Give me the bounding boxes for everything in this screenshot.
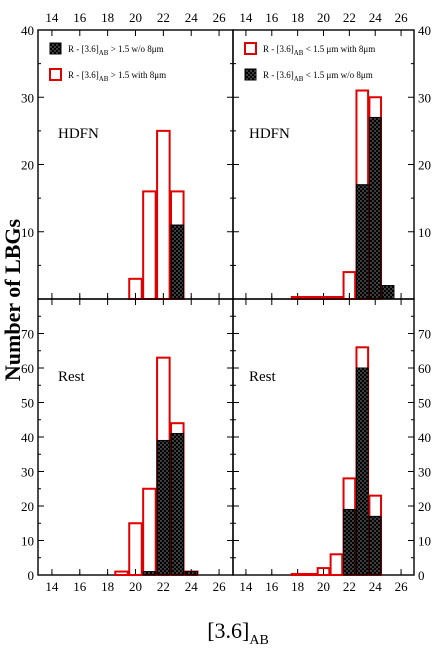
- y-tick-label: 30: [418, 465, 431, 480]
- bar-with-8um: [329, 553, 344, 576]
- x-tick-label: 20: [317, 579, 330, 594]
- y-tick-label: 50: [21, 396, 34, 411]
- bar-with-8um: [303, 572, 318, 577]
- x-tick-label: 20: [129, 10, 142, 25]
- x-axis-label: [3.6]AB: [207, 618, 269, 648]
- x-tick-label: 16: [265, 579, 279, 594]
- bar-with-8um: [142, 190, 157, 300]
- bar-without-8um: [343, 508, 356, 576]
- bar-with-8um: [156, 129, 171, 300]
- y-tick-label: 10: [21, 225, 34, 240]
- panel-top-right: 14 16 18 20 22 24 26 10 20 30 40 HDFN R - [3.6]AB < …: [232, 10, 431, 301]
- legend-swatch-without-8um: [244, 68, 257, 81]
- y-tick-label: 20: [418, 499, 431, 514]
- x-axis-label-subscript: AB: [249, 633, 268, 648]
- field-label: HDFN: [58, 126, 99, 142]
- y-tick-label: 50: [418, 396, 431, 411]
- y-tick-label: 0: [28, 568, 35, 583]
- panel-bottom-left: 14 16 18 20 22 24 26 0 10 20 30 40 50 60 70 Rest: [21, 298, 234, 594]
- y-tick-label: 60: [21, 361, 34, 376]
- y-tick-label: 40: [21, 23, 34, 38]
- bar-without-8um: [355, 184, 369, 300]
- field-label: Rest: [58, 369, 86, 385]
- field-label: Rest: [249, 369, 277, 385]
- y-tick-label: 10: [418, 225, 431, 240]
- x-tick-label: 18: [291, 10, 304, 25]
- x-tick-label: 22: [343, 10, 356, 25]
- bar-without-8um: [368, 116, 382, 300]
- y-tick-label: 70: [21, 327, 34, 342]
- legend-entry: R - [3.6]AB < 1.5 μm w/o 8μm: [263, 70, 373, 83]
- y-tick-label: 40: [418, 430, 431, 445]
- y-tick-label: 60: [418, 361, 431, 376]
- x-tick-label: 18: [101, 10, 114, 25]
- x-axis-label-main: [3.6]: [207, 618, 249, 643]
- y-tick-label: 70: [418, 327, 431, 342]
- x-tick-label: 14: [239, 579, 253, 594]
- bar-with-8um: [316, 567, 331, 576]
- y-tick-label: 30: [418, 90, 431, 105]
- y-tick-label: 10: [21, 534, 34, 549]
- y-tick-label: 20: [21, 499, 34, 514]
- x-tick-label: 24: [185, 579, 199, 594]
- x-tick-label: 14: [45, 579, 59, 594]
- x-tick-label: 16: [265, 10, 279, 25]
- x-tick-label: 26: [395, 579, 409, 594]
- y-tick-label: 30: [21, 465, 34, 480]
- x-tick-label: 16: [73, 579, 87, 594]
- bar-without-8um: [368, 515, 382, 576]
- bar-with-8um: [128, 522, 143, 576]
- legend-swatch-without-8um: [49, 42, 62, 55]
- x-tick-label: 26: [395, 10, 409, 25]
- x-tick-label: 18: [101, 579, 114, 594]
- legend-entry: R - [3.6]AB > 1.5 w/o 8μm: [68, 44, 164, 57]
- legend-swatch-with-8um: [49, 68, 62, 81]
- legend-swatch-with-8um: [244, 42, 257, 55]
- panel-frame: [37, 298, 234, 576]
- bar-with-8um: [114, 570, 129, 576]
- legend-entry: R - [3.6]AB > 1.5 with 8μm: [68, 70, 166, 83]
- x-tick-label: 14: [239, 10, 253, 25]
- y-tick-label: 20: [418, 158, 431, 173]
- x-tick-label: 20: [317, 10, 330, 25]
- bar-without-8um: [170, 224, 185, 300]
- x-tick-label: 24: [369, 579, 383, 594]
- panel-top-left: 14 16 18 20 22 24 26 10 20 30 40 HDFN R - [3.6]AB > …: [21, 10, 234, 301]
- x-tick-label: 24: [369, 10, 383, 25]
- y-tick-label: 40: [418, 23, 431, 38]
- x-tick-label: 26: [213, 579, 227, 594]
- bar-with-8um: [290, 572, 305, 577]
- legend-entry: R - [3.6]AB < 1.5 μm with 8μm: [263, 44, 375, 57]
- panel-bottom-right: 14 16 18 20 22 24 26 0 10 20 30 40 50 60 70 Rest: [232, 298, 431, 594]
- x-tick-label: 20: [129, 579, 142, 594]
- bar-with-8um: [142, 487, 157, 576]
- y-tick-label: 40: [21, 430, 34, 445]
- x-tick-label: 26: [213, 10, 227, 25]
- x-tick-label: 16: [73, 10, 87, 25]
- y-tick-label: 20: [21, 158, 34, 173]
- bar-without-8um: [184, 571, 198, 576]
- x-tick-label: 22: [157, 579, 170, 594]
- x-tick-label: 22: [157, 10, 170, 25]
- y-tick-label: 0: [418, 568, 425, 583]
- x-tick-label: 14: [45, 10, 59, 25]
- x-tick-label: 22: [343, 579, 356, 594]
- bar-without-8um: [156, 439, 171, 576]
- bar-without-8um: [381, 285, 395, 300]
- bar-without-8um: [170, 433, 185, 576]
- x-tick-label: 18: [291, 579, 304, 594]
- y-tick-label: 30: [21, 90, 34, 105]
- bar-without-8um: [355, 367, 369, 576]
- panel-frame: [232, 298, 415, 576]
- y-tick-label: 10: [418, 534, 431, 549]
- x-tick-label: 24: [185, 10, 199, 25]
- bar-without-8um: [142, 571, 157, 576]
- field-label: HDFN: [249, 126, 290, 142]
- y-axis-label: Number of LBGs: [0, 218, 25, 381]
